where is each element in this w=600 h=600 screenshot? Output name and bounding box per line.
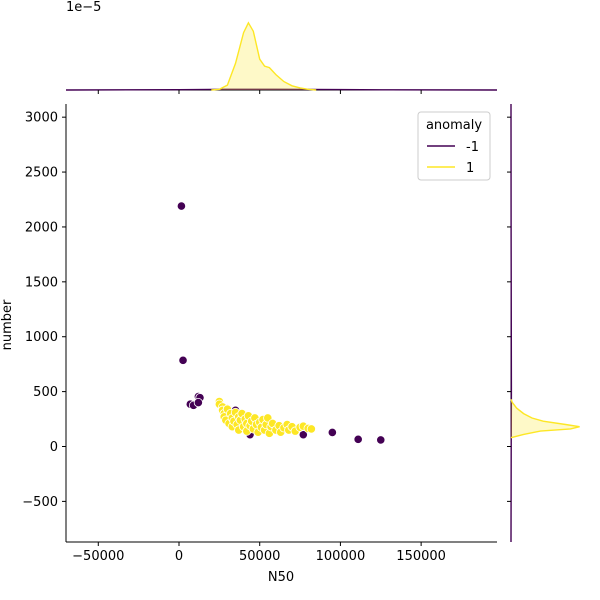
y-tick-label: 2000 <box>25 220 58 235</box>
x-tick-label: 0 <box>175 549 183 564</box>
top-density-line <box>211 21 317 91</box>
y-tick-label: 2500 <box>25 166 58 181</box>
x-tick-label: 50000 <box>239 549 280 564</box>
scatter-point <box>376 435 386 445</box>
scatter-point <box>176 201 187 211</box>
scatter-point <box>306 424 316 434</box>
y-axis-ticks: −500 0 500 1000 1500 2000 2500 3000 <box>22 111 511 510</box>
y-tick-label: 3000 <box>25 111 58 126</box>
y-tick-label: −500 <box>22 495 58 510</box>
scatter-point <box>327 427 337 438</box>
scatter-point <box>178 355 188 365</box>
legend-label-anomaly-1: 1 <box>466 161 474 176</box>
legend-title: anomaly <box>426 118 482 133</box>
axes-frame <box>65 104 497 543</box>
y-axis-label: number <box>0 299 15 350</box>
right-density-fill <box>511 399 580 438</box>
y-tick-label: 0 <box>50 440 58 455</box>
x-tick-label: −50000 <box>72 549 124 564</box>
top-density-fill <box>211 22 317 90</box>
y-tick-label: 1500 <box>25 275 58 290</box>
x-axis-label: N50 <box>268 570 294 585</box>
x-tick-label: 150000 <box>396 549 446 564</box>
y-tick-label: 500 <box>33 385 58 400</box>
scatter-point <box>193 397 203 408</box>
top-density-line <box>65 88 498 91</box>
legend: anomaly -1 1 <box>417 111 491 181</box>
scatter-point <box>353 434 363 444</box>
x-axis-ticks: −50000 0 50000 100000 150000 <box>72 90 446 564</box>
x-tick-label: 100000 <box>316 549 366 564</box>
offset-label: 1e−5 <box>66 0 101 15</box>
right-marginal-density <box>510 103 580 543</box>
legend-label-anomaly-minus-1: -1 <box>466 140 479 155</box>
y-tick-label: 1000 <box>25 330 58 345</box>
scatter-axes: −50000 0 50000 100000 150000 −500 0 500 1000 150… <box>0 90 511 585</box>
right-density-line <box>510 399 580 439</box>
scatter-points <box>176 201 386 445</box>
top-marginal-density: 1e−5 <box>65 0 498 91</box>
